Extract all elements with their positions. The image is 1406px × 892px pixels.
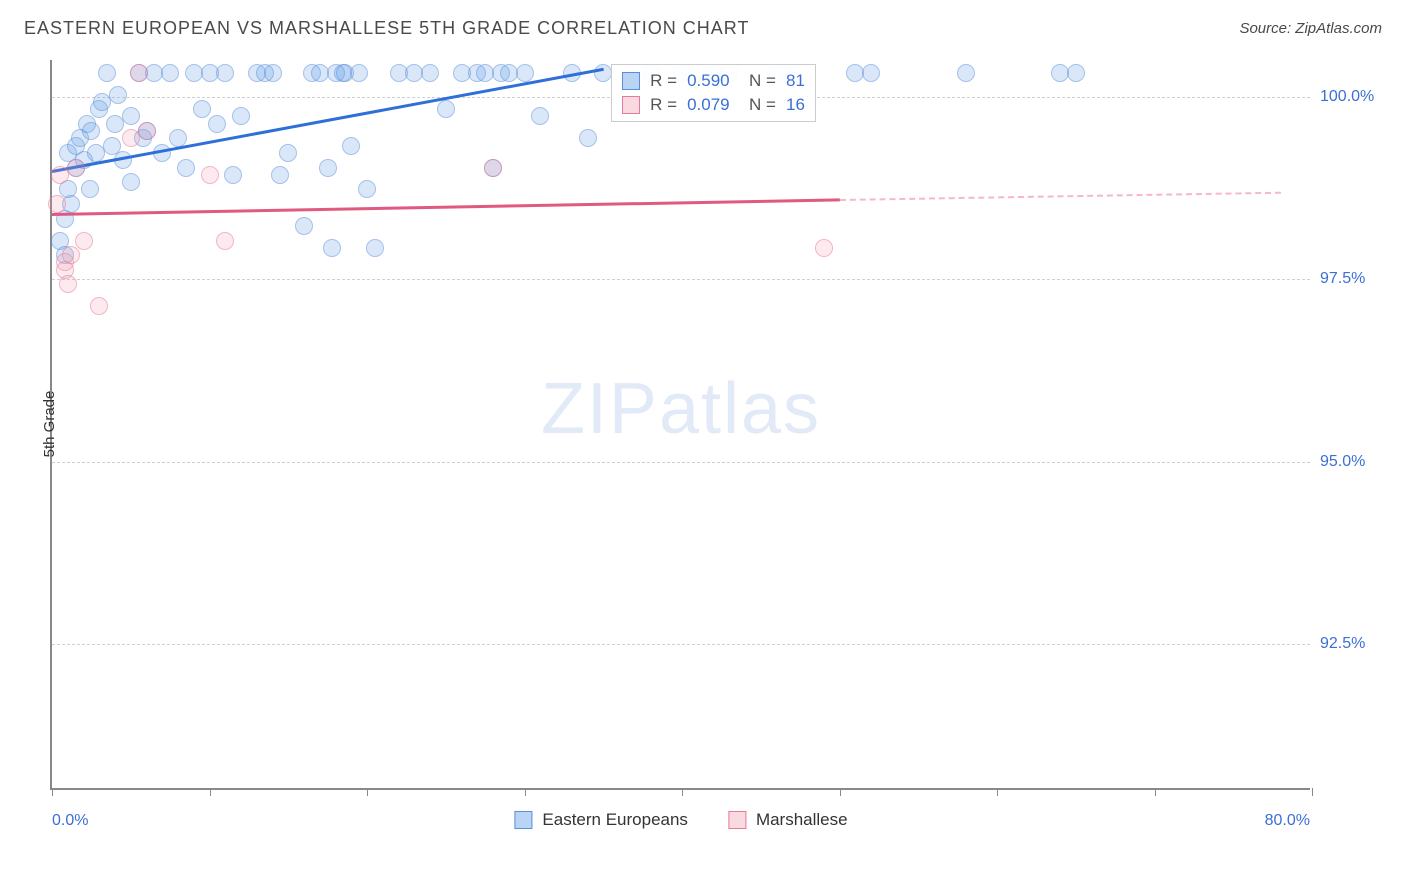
legend-item-marshallese: Marshallese (728, 810, 848, 830)
data-point (208, 115, 226, 133)
x-tick (1312, 788, 1313, 796)
correlation-row: R = 0.590 N = 81 (622, 69, 805, 93)
r-value: 0.079 (687, 95, 730, 115)
data-point (62, 246, 80, 264)
data-point (323, 239, 341, 257)
x-tick (840, 788, 841, 796)
data-point (130, 64, 148, 82)
swatch-icon (622, 72, 640, 90)
data-point (342, 137, 360, 155)
data-point (59, 275, 77, 293)
plot-area: 5th Grade ZIPatlas 0.0% 80.0% Eastern Eu… (50, 60, 1310, 790)
x-tick (52, 788, 53, 796)
trend-line (52, 199, 840, 216)
gridline (52, 462, 1310, 463)
x-tick (1155, 788, 1156, 796)
chart-source: Source: ZipAtlas.com (1239, 20, 1382, 37)
x-axis-max: 80.0% (1265, 812, 1310, 830)
legend-swatch-pink (728, 811, 746, 829)
n-label: N = (740, 95, 776, 115)
data-point (138, 122, 156, 140)
data-point (358, 180, 376, 198)
data-point (75, 232, 93, 250)
x-tick (525, 788, 526, 796)
n-label: N = (740, 71, 776, 91)
data-point (271, 166, 289, 184)
data-point (90, 297, 108, 315)
gridline (52, 279, 1310, 280)
correlation-legend: R = 0.590 N = 81R = 0.079 N = 16 (611, 64, 816, 122)
data-point (437, 100, 455, 118)
x-tick (997, 788, 998, 796)
x-axis-min: 0.0% (52, 812, 88, 830)
data-point (366, 239, 384, 257)
r-label: R = (650, 95, 677, 115)
watermark: ZIPatlas (541, 368, 821, 450)
n-value: 81 (786, 71, 805, 91)
data-point (81, 180, 99, 198)
data-point (67, 159, 85, 177)
data-point (201, 166, 219, 184)
legend-item-eastern-europeans: Eastern Europeans (514, 810, 688, 830)
r-value: 0.590 (687, 71, 730, 91)
data-point (224, 166, 242, 184)
data-point (98, 64, 116, 82)
data-point (216, 232, 234, 250)
data-point (531, 107, 549, 125)
data-point (82, 122, 100, 140)
trend-line-dashed (839, 191, 1280, 200)
x-tick (367, 788, 368, 796)
data-point (516, 64, 534, 82)
data-point (232, 107, 250, 125)
data-point (862, 64, 880, 82)
swatch-icon (622, 96, 640, 114)
correlation-row: R = 0.079 N = 16 (622, 93, 805, 117)
data-point (109, 86, 127, 104)
data-point (122, 107, 140, 125)
data-point (815, 239, 833, 257)
x-tick (682, 788, 683, 796)
data-point (216, 64, 234, 82)
x-tick (210, 788, 211, 796)
y-tick-label: 95.0% (1320, 453, 1380, 471)
data-point (350, 64, 368, 82)
data-point (161, 64, 179, 82)
data-point (279, 144, 297, 162)
data-point (264, 64, 282, 82)
legend-label-eastern-europeans: Eastern Europeans (542, 810, 688, 830)
data-point (484, 159, 502, 177)
legend-label-marshallese: Marshallese (756, 810, 848, 830)
chart-container: 5th Grade ZIPatlas 0.0% 80.0% Eastern Eu… (50, 60, 1370, 830)
legend-swatch-blue (514, 811, 532, 829)
y-tick-label: 100.0% (1320, 88, 1380, 106)
data-point (957, 64, 975, 82)
y-axis-label: 5th Grade (41, 391, 58, 458)
data-point (1067, 64, 1085, 82)
data-point (421, 64, 439, 82)
gridline (52, 644, 1310, 645)
legend-bottom: Eastern Europeans Marshallese (514, 810, 847, 830)
data-point (319, 159, 337, 177)
data-point (579, 129, 597, 147)
chart-title: EASTERN EUROPEAN VS MARSHALLESE 5TH GRAD… (24, 18, 749, 39)
data-point (177, 159, 195, 177)
data-point (193, 100, 211, 118)
y-tick-label: 97.5% (1320, 270, 1380, 288)
y-tick-label: 92.5% (1320, 635, 1380, 653)
n-value: 16 (786, 95, 805, 115)
data-point (122, 173, 140, 191)
r-label: R = (650, 71, 677, 91)
data-point (295, 217, 313, 235)
data-point (48, 195, 66, 213)
data-point (594, 64, 612, 82)
